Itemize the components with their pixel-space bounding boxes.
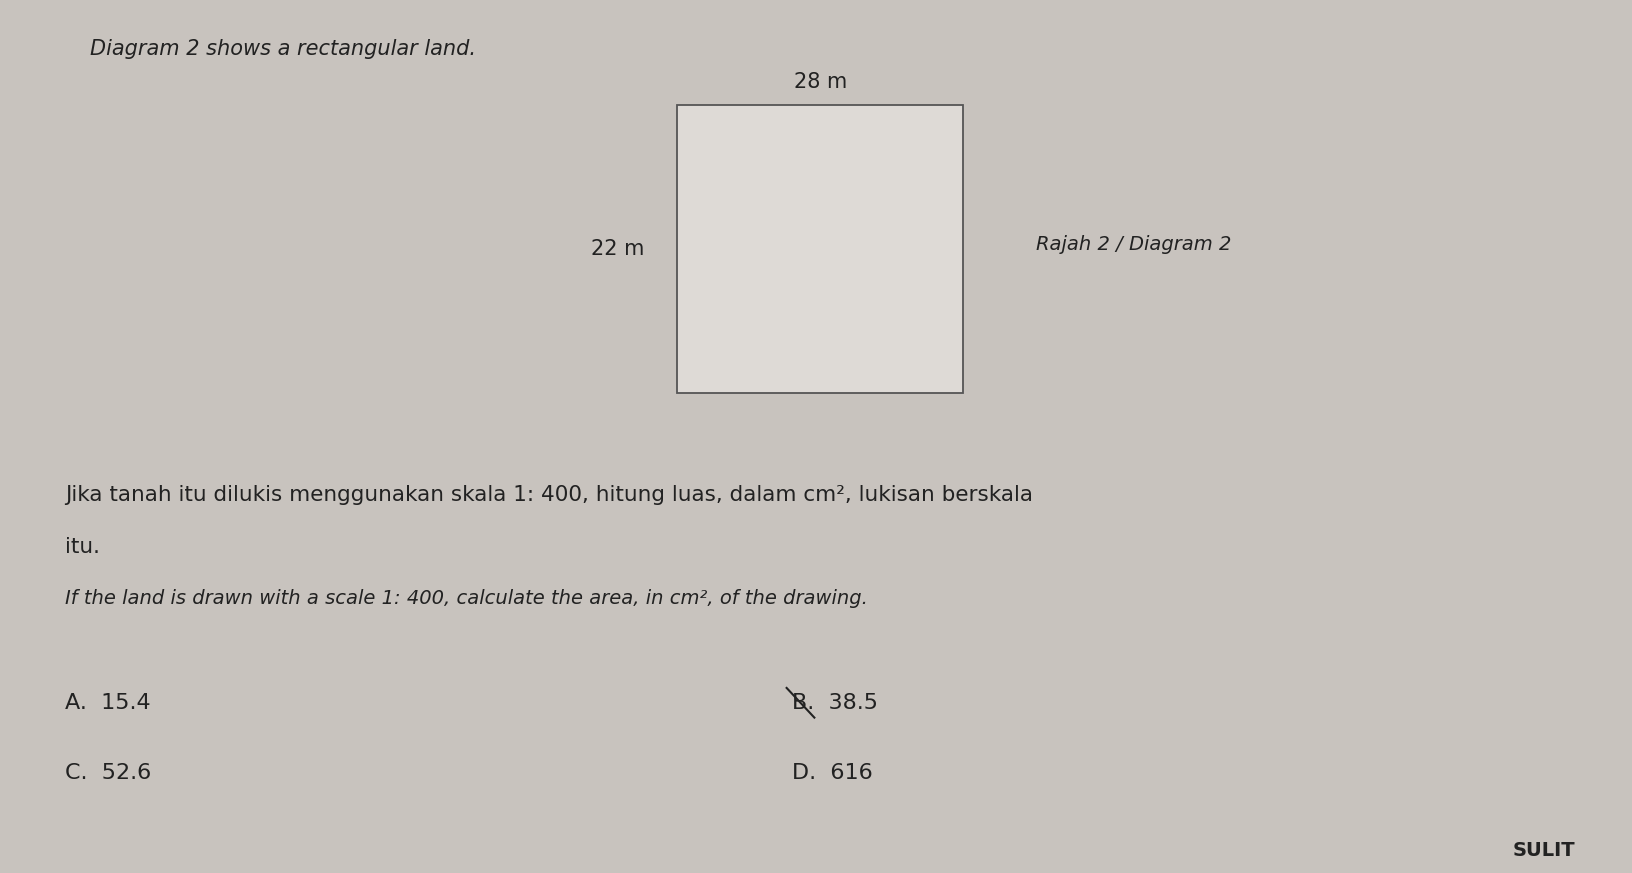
Text: C.  52.6: C. 52.6 bbox=[65, 763, 152, 782]
Text: A.  15.4: A. 15.4 bbox=[65, 693, 150, 712]
Text: Jika tanah itu dilukis menggunakan skala 1: 400, hitung luas, dalam cm², lukisan: Jika tanah itu dilukis menggunakan skala… bbox=[65, 485, 1033, 505]
Text: 22 m: 22 m bbox=[591, 239, 645, 258]
Text: D.  616: D. 616 bbox=[792, 763, 871, 782]
Text: Rajah 2 / Diagram 2: Rajah 2 / Diagram 2 bbox=[1036, 235, 1232, 254]
Text: itu.: itu. bbox=[65, 537, 100, 557]
Bar bbox=[677, 105, 963, 393]
Text: B.  38.5: B. 38.5 bbox=[792, 693, 878, 712]
Text: If the land is drawn with a scale 1: 400, calculate the area, in cm², of the dra: If the land is drawn with a scale 1: 400… bbox=[65, 589, 868, 608]
Text: SULIT: SULIT bbox=[1513, 841, 1575, 860]
Text: 28 m: 28 m bbox=[795, 72, 847, 92]
Text: Diagram 2 shows a rectangular land.: Diagram 2 shows a rectangular land. bbox=[90, 39, 477, 59]
